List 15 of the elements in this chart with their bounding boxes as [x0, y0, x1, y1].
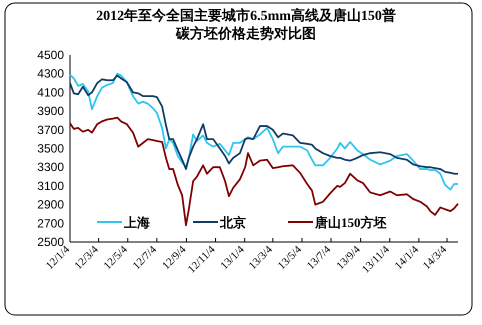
legend-label: 北京	[219, 215, 246, 230]
y-tick-label: 2900	[37, 198, 64, 212]
legend-label: 上海	[123, 215, 150, 230]
y-tick-label: 3100	[37, 178, 64, 193]
y-tick-label: 3300	[37, 160, 64, 174]
y-tick-label: 3700	[37, 122, 64, 137]
y-tick-label: 2700	[37, 216, 64, 230]
y-tick-label: 2500	[37, 235, 64, 249]
legend-label: 唐山150方坯	[314, 215, 386, 230]
y-tick-label: 3900	[37, 104, 64, 118]
y-tick-label: 4300	[37, 66, 64, 81]
y-tick-label: 4500	[37, 48, 64, 62]
title: 2012年至今全国主要城市6.5mm高线及唐山150普碳方坯价格走势对比图	[95, 8, 397, 44]
y-tick-label: 4100	[37, 85, 64, 100]
y-tick-label: 3500	[37, 142, 64, 156]
